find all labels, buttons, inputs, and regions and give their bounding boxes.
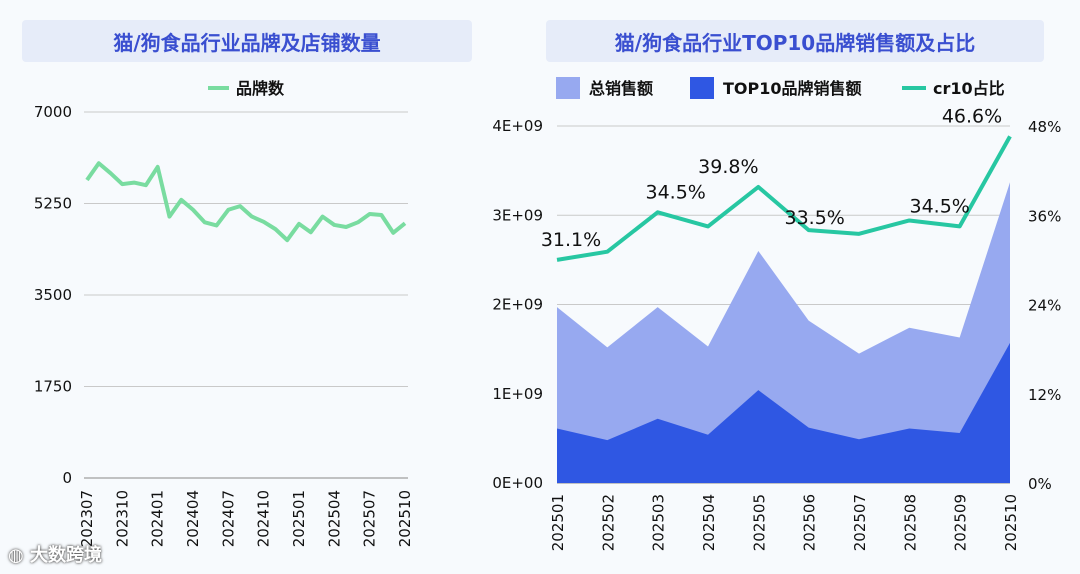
right-x-tick-label: 202510 (1002, 494, 1020, 551)
right-x-tick-label: 202501 (549, 494, 567, 551)
left-x-tick-label: 202501 (290, 490, 308, 547)
left-x-tick-label: 202404 (184, 490, 202, 547)
left-y-tick-label: 3500 (34, 286, 72, 304)
right-y-tick-label: 1E+09 (492, 385, 543, 403)
right-y2-tick-label: 48% (1028, 118, 1061, 136)
right-chart-title: 猫/狗食品行业TOP10品牌销售额及占比 (546, 20, 1044, 62)
right-x-tick-label: 202507 (851, 494, 869, 551)
left-y-tick-label: 0 (62, 469, 72, 487)
cr10-data-label: 31.1% (541, 229, 601, 251)
right-y2-tick-label: 24% (1028, 297, 1061, 315)
right-x-tick-label: 202509 (952, 494, 970, 551)
brand-logo: ◍ 大数跨境 (8, 541, 102, 567)
left-y-tick-label: 5250 (34, 195, 72, 213)
right-y2-tick-label: 12% (1028, 386, 1061, 404)
left-x-tick-label: 202401 (149, 490, 167, 547)
cr10-data-label: 34.5% (645, 181, 705, 203)
legend-swatch-top10 (690, 77, 714, 99)
cr10-data-label: 46.6% (942, 105, 1002, 127)
cr10-line (556, 135, 1012, 262)
brand-count-line (85, 161, 407, 243)
left-x-tick-label: 202407 (219, 490, 237, 547)
left-chart-title: 猫/狗食品行业品牌及店铺数量 (22, 20, 472, 62)
legend-swatch-total (556, 77, 580, 99)
brand-logo-text: 大数跨境 (30, 545, 102, 566)
left-x-tick-label: 202307 (78, 490, 96, 547)
left-x-tick-label: 202510 (396, 490, 414, 547)
total-sales-area (557, 182, 1010, 484)
left-x-tick-label: 202410 (255, 490, 273, 547)
right-x-tick-label: 202502 (599, 494, 617, 551)
left-y-tick-label: 1750 (34, 378, 72, 396)
right-x-tick-label: 202504 (700, 494, 718, 551)
legend-label-top10: TOP10品牌销售额 (723, 79, 862, 98)
right-y-tick-label: 2E+09 (492, 296, 543, 314)
left-y-tick-label: 7000 (34, 103, 72, 121)
legend-label-total: 总销售额 (589, 79, 653, 98)
right-y-tick-label: 3E+09 (492, 206, 543, 224)
top10-sales-area (557, 342, 1010, 483)
left-legend-label: 品牌数 (236, 79, 285, 98)
cr10-data-label: 39.8% (698, 156, 758, 178)
right-y2-tick-label: 0% (1028, 475, 1052, 493)
cr10-data-label: 33.5% (784, 207, 844, 229)
cr10-data-label: 34.5% (909, 195, 969, 217)
legend-label-cr10: cr10占比 (933, 79, 1005, 98)
left-x-tick-label: 202310 (113, 490, 131, 547)
right-x-tick-label: 202508 (901, 494, 919, 551)
brand-logo-icon: ◍ (8, 545, 24, 566)
right-x-tick-label: 202505 (750, 494, 768, 551)
right-x-tick-label: 202506 (801, 494, 819, 551)
right-y-tick-label: 0E+00 (492, 474, 543, 492)
left-x-tick-label: 202507 (361, 490, 379, 547)
right-y-tick-label: 4E+09 (492, 117, 543, 135)
left-x-tick-label: 202504 (325, 490, 343, 547)
right-x-tick-label: 202503 (650, 494, 668, 551)
right-y2-tick-label: 36% (1028, 207, 1061, 225)
